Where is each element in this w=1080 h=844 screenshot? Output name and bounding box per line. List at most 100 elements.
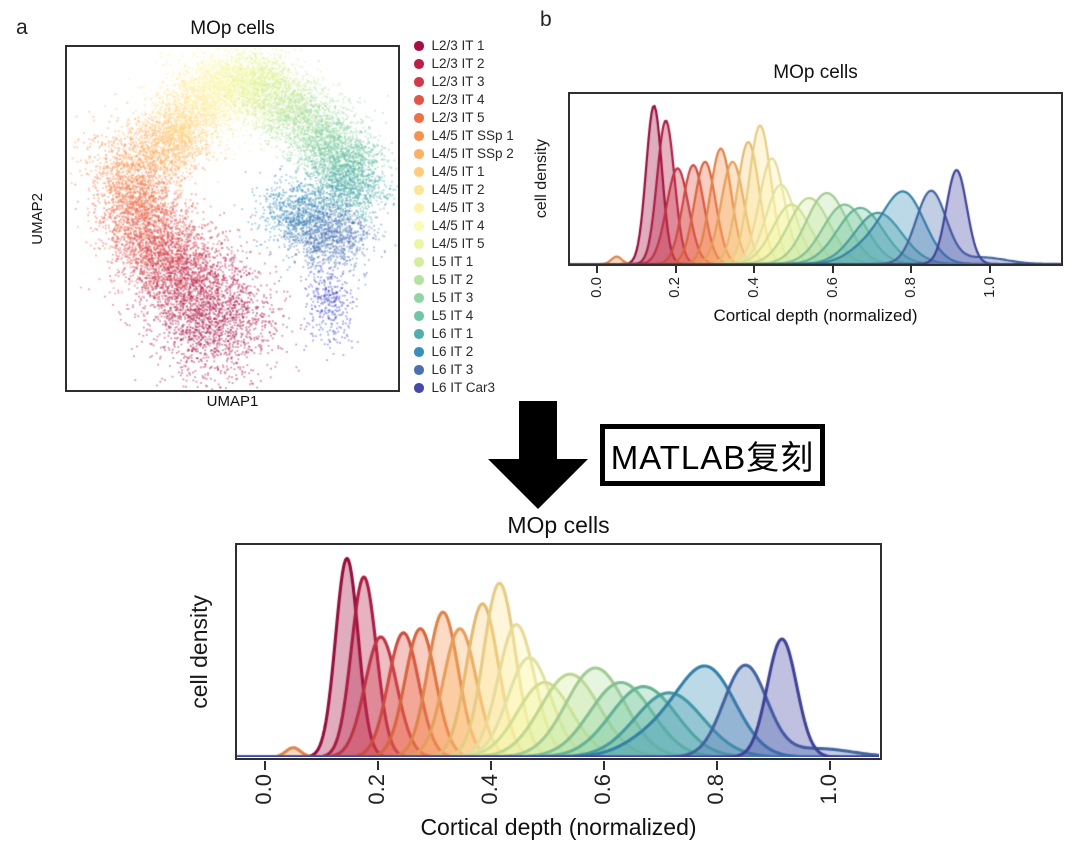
umap-ylabel-wrap: UMAP2 xyxy=(26,45,48,392)
down-arrow-icon xyxy=(488,459,588,509)
x-tick-label: 0.8 xyxy=(703,773,729,805)
x-tick-label: 0.2 xyxy=(364,773,390,805)
x-tick-mark xyxy=(674,266,677,273)
legend-color-dot xyxy=(414,59,424,69)
x-tick-label: 1.0 xyxy=(816,773,842,805)
legend-item: L5 IT 1 xyxy=(414,253,514,271)
x-tick-mark xyxy=(989,266,991,273)
legend-item: L4/5 IT 2 xyxy=(414,181,514,199)
legend-item: L6 IT 3 xyxy=(414,361,514,379)
down-arrow-shaft xyxy=(519,401,557,460)
legend-item-label: L2/3 IT 1 xyxy=(431,38,485,54)
density-c-xlabel: Cortical depth (normalized) xyxy=(420,814,697,840)
legend-item: L4/5 IT 4 xyxy=(414,217,514,235)
legend-item-label: L4/5 IT 1 xyxy=(431,164,485,180)
legend-color-dot xyxy=(414,185,424,195)
legend-item: L5 IT 3 xyxy=(414,289,514,307)
legend-color-dot xyxy=(414,347,424,357)
legend-item-label: L5 IT 1 xyxy=(431,254,474,270)
density-b-ylabel: cell density xyxy=(533,139,550,219)
legend-color-dot xyxy=(414,203,424,213)
legend-color-dot xyxy=(414,41,424,51)
legend-item: L2/3 IT 3 xyxy=(414,73,514,91)
panel-b-title: MOp cells xyxy=(773,62,858,83)
legend-item-label: L6 IT 2 xyxy=(431,344,474,360)
panel-a-label: a xyxy=(16,16,28,39)
x-tick-label: 0.0 xyxy=(251,773,277,805)
legend-item-label: L4/5 IT 3 xyxy=(431,200,485,216)
legend-color-dot xyxy=(414,131,424,141)
legend-item: L4/5 IT SSp 1 xyxy=(414,127,514,145)
x-tick-label: 0.6 xyxy=(823,277,841,298)
legend-item: L6 IT 1 xyxy=(414,325,514,343)
legend-item-label: L6 IT Car3 xyxy=(431,380,496,396)
legend-item-label: L4/5 IT 4 xyxy=(431,218,485,234)
x-tick-label: 0.4 xyxy=(477,773,503,805)
x-tick-mark xyxy=(716,760,718,770)
legend-item: L2/3 IT 4 xyxy=(414,91,514,109)
x-tick-label: 0.8 xyxy=(902,277,920,298)
legend-item-label: L2/3 IT 2 xyxy=(431,56,485,72)
legend-item: L4/5 IT SSp 2 xyxy=(414,145,514,163)
legend-color-dot xyxy=(414,275,424,285)
umap-plot-box xyxy=(65,45,400,392)
x-tick-mark xyxy=(377,760,379,770)
matlab-annotation-text: MATLAB复刻 xyxy=(610,439,815,476)
density-b-canvas xyxy=(570,94,1061,264)
legend-item-label: L4/5 IT SSp 2 xyxy=(431,146,514,162)
legend-item: L4/5 IT 1 xyxy=(414,163,514,181)
legend-item: L5 IT 4 xyxy=(414,307,514,325)
umap-ylabel: UMAP2 xyxy=(28,192,46,245)
legend-item-label: L2/3 IT 3 xyxy=(431,74,485,90)
legend-item-label: L5 IT 3 xyxy=(431,290,474,306)
density-c-ylabel: cell density xyxy=(185,594,212,709)
umap-scatter-canvas xyxy=(67,47,398,390)
legend-item-label: L2/3 IT 4 xyxy=(431,92,485,108)
legend-color-dot xyxy=(414,257,424,267)
x-tick-label: 0.6 xyxy=(590,773,616,805)
x-tick-mark xyxy=(603,760,605,770)
legend-color-dot xyxy=(414,365,424,375)
legend-item-label: L5 IT 4 xyxy=(431,308,474,324)
x-tick-label: 1.0 xyxy=(980,277,998,298)
density-c-canvas xyxy=(237,545,879,757)
density-b-plot-box xyxy=(568,92,1063,266)
panel-a-title: MOp cells xyxy=(190,18,275,39)
legend-item: L6 IT 2 xyxy=(414,343,514,361)
legend-item-label: L5 IT 2 xyxy=(431,272,474,288)
legend-item: L2/3 IT 1 xyxy=(414,37,514,55)
x-tick-mark xyxy=(264,760,266,770)
density-c-plot-box xyxy=(235,543,882,760)
legend-item: L4/5 IT 5 xyxy=(414,235,514,253)
legend-color-dot xyxy=(414,239,424,249)
density-b-ylabel-wrap: cell density xyxy=(530,92,554,266)
x-tick-label: 0.4 xyxy=(744,277,762,298)
x-tick-mark xyxy=(829,760,831,770)
x-tick-mark xyxy=(753,266,756,273)
matlab-annotation-box: MATLAB复刻 xyxy=(600,424,825,486)
legend-item-label: L2/3 IT 5 xyxy=(431,110,485,126)
x-tick-mark xyxy=(831,266,834,273)
x-tick-mark xyxy=(910,266,913,273)
legend-color-dot xyxy=(414,77,424,87)
legend-color-dot xyxy=(414,383,424,393)
legend-item-label: L4/5 IT 2 xyxy=(431,182,485,198)
legend-color-dot xyxy=(414,95,424,105)
legend-color-dot xyxy=(414,329,424,339)
umap-legend: L2/3 IT 1 L2/3 IT 2 L2/3 IT 3 L2/3 IT 4 L2/3… xyxy=(414,37,514,397)
legend-item: L4/5 IT 3 xyxy=(414,199,514,217)
legend-item: L5 IT 2 xyxy=(414,271,514,289)
legend-item: L6 IT Car3 xyxy=(414,379,514,397)
legend-color-dot xyxy=(414,221,424,231)
legend-color-dot xyxy=(414,167,424,177)
legend-color-dot xyxy=(414,113,424,123)
panel-c-title: MOp cells xyxy=(507,512,610,538)
x-tick-label: 0.2 xyxy=(666,277,684,298)
density-b-xlabel: Cortical depth (normalized) xyxy=(713,306,918,325)
legend-item-label: L4/5 IT SSp 1 xyxy=(431,128,514,144)
legend-item-label: L4/5 IT 5 xyxy=(431,236,485,252)
legend-color-dot xyxy=(414,149,424,159)
density-c-ylabel-wrap: cell density xyxy=(184,543,214,760)
legend-item-label: L6 IT 3 xyxy=(431,362,474,378)
